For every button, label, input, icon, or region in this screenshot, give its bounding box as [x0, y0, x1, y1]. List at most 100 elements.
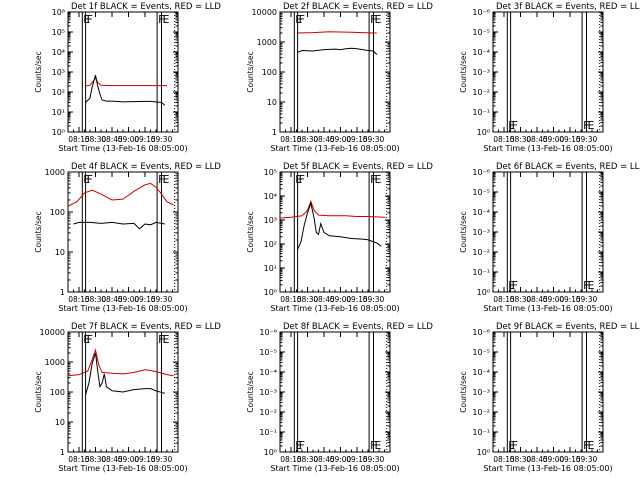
y-tick-label: 10⁰ — [264, 448, 277, 457]
panel-det-9: Det 9f BLACK = Events, RED = LLD 10⁰ 10⁻¹ 1… — [459, 322, 640, 473]
y-tick-label: 10⁻¹ — [259, 428, 277, 437]
y-tick-label: 10¹ — [52, 108, 65, 117]
x-tick-label: 09:30 — [576, 455, 598, 464]
x-tick-label: 08:30 — [510, 455, 532, 464]
panel-det-8: Det 8f BLACK = Events, RED = LLD 10⁰ 10⁻¹ 1… — [246, 322, 433, 473]
series-events-line — [85, 74, 166, 106]
y-tick-label: 10⁻⁶ — [259, 328, 277, 337]
x-tick-label: 08:45 — [526, 455, 548, 464]
x-tick-label: 08:30 — [85, 455, 107, 464]
x-tick-label: 08:15 — [68, 295, 90, 304]
panel-title: Det 7f BLACK = Events, RED = LLD — [71, 322, 221, 332]
x-tick-label: 09:00 — [118, 135, 140, 144]
x-tick-label: 09:15 — [134, 295, 156, 304]
y-tick-label: 10⁻³ — [472, 68, 490, 77]
panel-title: Det 4f BLACK = Events, RED = LLD — [71, 162, 221, 172]
x-tick-label: 09:00 — [330, 135, 352, 144]
x-tick-label: 08:30 — [297, 295, 319, 304]
x-tick-label: 09:00 — [330, 295, 352, 304]
x-tick-label: 09:15 — [346, 295, 368, 304]
y-tick-label: 10 — [55, 248, 65, 257]
y-tick-label: 10⁻⁵ — [472, 188, 490, 197]
panel-det-6: Det 6f BLACK = Events, RED = LLD 10⁰ 10⁻¹ 1… — [459, 162, 640, 313]
marker-label-F: F — [299, 173, 305, 186]
y-axis-label: Counts/sec — [34, 211, 43, 252]
y-tick-label: 100 — [50, 208, 65, 217]
x-tick-label: 08:45 — [313, 455, 335, 464]
panel-title: Det 2f BLACK = Events, RED = LLD — [283, 2, 433, 12]
marker-label-E: E — [295, 439, 302, 452]
x-tick-label: 08:15 — [493, 455, 515, 464]
x-axis-label: Start Time (13-Feb-16 08:05:00) — [270, 464, 399, 473]
y-tick-label: 100 — [262, 68, 277, 77]
x-tick-label: 09:00 — [118, 455, 140, 464]
x-axis-label: Start Time (13-Feb-16 08:05:00) — [483, 464, 612, 473]
series-events-line — [297, 201, 382, 250]
panel-title: Det 3f BLACK = Events, RED = LLD — [496, 2, 640, 12]
x-axis-label: Start Time (13-Feb-16 08:05:00) — [483, 144, 612, 153]
x-axis-label: Start Time (13-Feb-16 08:05:00) — [58, 304, 187, 313]
y-tick-label: 10³ — [52, 68, 65, 77]
y-tick-label: 10⁻¹ — [472, 428, 490, 437]
marker-label-F: F — [512, 279, 518, 292]
y-tick-label: 10⁵ — [264, 168, 277, 177]
series-lld-line — [67, 348, 174, 377]
x-tick-label: 08:45 — [526, 135, 548, 144]
y-tick-label: 10⁴ — [264, 192, 277, 201]
y-tick-label: 10⁵ — [52, 28, 65, 37]
y-tick-label: 10⁻³ — [259, 388, 277, 397]
x-tick-label: 09:30 — [363, 295, 385, 304]
marker-label-F: F — [512, 119, 518, 132]
x-tick-label: 09:00 — [543, 455, 565, 464]
x-tick-label: 09:30 — [151, 295, 173, 304]
marker-label-F: F — [299, 439, 305, 452]
series-lld-line — [297, 31, 377, 34]
y-axis-label: Counts/sec — [34, 371, 43, 412]
y-tick-label: 10⁰ — [477, 448, 490, 457]
y-tick-label: 1 — [272, 128, 277, 137]
y-tick-label: 10⁻² — [472, 248, 490, 257]
x-tick-label: 09:30 — [363, 135, 385, 144]
y-axis-label: Counts/sec — [459, 211, 468, 252]
marker-label-E: E — [83, 333, 90, 346]
y-tick-label: 10² — [264, 240, 277, 249]
marker-label-F: F — [87, 333, 93, 346]
y-tick-label: 10⁰ — [264, 288, 277, 297]
x-tick-label: 09:15 — [134, 135, 156, 144]
x-tick-label: 09:00 — [330, 455, 352, 464]
series-lld-line — [67, 182, 174, 207]
y-tick-label: 10⁻² — [259, 408, 277, 417]
y-tick-label: 10³ — [264, 216, 277, 225]
x-tick-label: 08:15 — [280, 455, 302, 464]
marker-label-E: E — [588, 439, 595, 452]
y-axis-label: Counts/sec — [246, 211, 255, 252]
y-tick-label: 10⁻⁴ — [472, 208, 490, 217]
x-tick-label: 08:45 — [101, 295, 123, 304]
y-tick-label: 1000 — [45, 358, 65, 367]
x-tick-label: 08:45 — [101, 135, 123, 144]
x-tick-label: 08:15 — [68, 135, 90, 144]
marker-label-E: E — [375, 173, 382, 186]
panel-det-7: Det 7f BLACK = Events, RED = LLD 1 10 100 10… — [34, 322, 221, 473]
x-axis-label: Start Time (13-Feb-16 08:05:00) — [483, 304, 612, 313]
x-tick-label: 08:15 — [493, 135, 515, 144]
y-tick-label: 100 — [50, 388, 65, 397]
panel-det-3: Det 3f BLACK = Events, RED = LLD 10⁰ 10⁻¹ 1… — [459, 2, 640, 153]
x-tick-label: 08:30 — [510, 295, 532, 304]
marker-label-F: F — [512, 439, 518, 452]
x-tick-label: 09:00 — [543, 135, 565, 144]
panel-det-1: Det 1f BLACK = Events, RED = LLD 10⁰ 10¹ 10… — [34, 2, 221, 153]
x-tick-label: 09:30 — [151, 135, 173, 144]
series-events-line — [85, 352, 165, 396]
panel-title: Det 9f BLACK = Events, RED = LLD — [496, 322, 640, 332]
y-tick-label: 1 — [60, 288, 65, 297]
y-tick-label: 10⁻² — [472, 88, 490, 97]
marker-label-E: E — [83, 13, 90, 26]
marker-label-E: E — [375, 439, 382, 452]
x-tick-label: 08:15 — [68, 455, 90, 464]
series-lld-line — [85, 77, 167, 87]
series-lld-line — [279, 199, 386, 219]
y-axis-label: Counts/sec — [246, 371, 255, 412]
y-tick-label: 1000 — [45, 168, 65, 177]
